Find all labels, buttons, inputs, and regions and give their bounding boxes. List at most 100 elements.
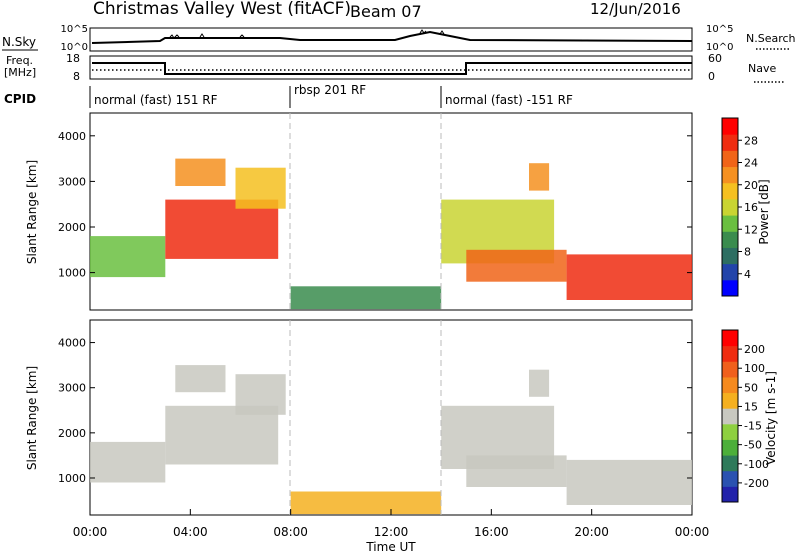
xtick-label-4: 16:00 bbox=[474, 525, 509, 539]
x-axis-label: Time UT bbox=[365, 540, 416, 554]
freq-panel bbox=[89, 55, 693, 80]
power-ytick-label-3: 4000 bbox=[58, 130, 86, 143]
x-ticks: 00:00 04:00 08:00 12:00 16:00 20:00 00:00 bbox=[73, 509, 709, 539]
power-region-4 bbox=[290, 286, 442, 310]
power-colorbar-swatch-2 bbox=[722, 247, 738, 265]
nsearch-label: N.Search bbox=[746, 32, 796, 45]
power-colorbar-label: Power [dB] bbox=[757, 179, 771, 244]
velocity-colorbar-swatch-2 bbox=[722, 455, 738, 472]
freq-tick-bottom: 8 bbox=[73, 70, 80, 83]
velocity-region-3 bbox=[235, 374, 286, 415]
velocity-region-6 bbox=[466, 455, 567, 487]
power-colorbar-label-1: 24 bbox=[744, 157, 758, 170]
power-panel-frame bbox=[89, 112, 693, 311]
power-region-8 bbox=[529, 163, 550, 191]
nsky-tick-top-left: 10^5 bbox=[61, 24, 88, 35]
figure-title: Christmas Valley West (fitACF) bbox=[93, 0, 351, 19]
power-region-3 bbox=[235, 167, 286, 209]
velocity-colorbar-swatch-6 bbox=[722, 392, 738, 409]
power-colorbar-swatch-7 bbox=[722, 166, 738, 184]
nsearch-tick-top-right: 10^5 bbox=[706, 24, 733, 35]
cpid-label: CPID bbox=[4, 92, 36, 106]
nsky-trace bbox=[91, 30, 693, 44]
cpid-mode-0: normal (fast) 151 RF bbox=[94, 93, 218, 107]
nsky-panel bbox=[89, 27, 693, 52]
nsky-noise bbox=[169, 29, 445, 39]
power-colorbar-label-2: 20 bbox=[744, 179, 758, 192]
velocity-colorbar-swatch-8 bbox=[722, 361, 738, 378]
xtick-label-3: 12:00 bbox=[374, 525, 409, 539]
power-colorbar-swatch-8 bbox=[722, 150, 738, 168]
nsky-tick-bottom-left: 10^0 bbox=[61, 42, 88, 53]
power-colorbar: 28 24 20 16 12 8 4 bbox=[721, 117, 758, 297]
power-region-6 bbox=[466, 249, 567, 282]
power-region-1 bbox=[165, 199, 279, 259]
velocity-region-4 bbox=[290, 491, 442, 515]
power-ytick-label-0: 1000 bbox=[58, 267, 86, 280]
freq-trace bbox=[92, 62, 692, 75]
power-colorbar-label-4: 12 bbox=[744, 223, 758, 236]
velocity-colorbar-label-0: 200 bbox=[744, 343, 765, 356]
velocity-colorbar-label-1: 100 bbox=[744, 362, 765, 375]
nsky-label: N.Sky bbox=[2, 35, 36, 49]
velocity-ytick-label-0: 1000 bbox=[58, 472, 86, 485]
velocity-colorbar-swatch-7 bbox=[722, 376, 738, 394]
power-region-2 bbox=[175, 158, 226, 186]
velocity-colorbar: 200 100 50 15 -15 -50 -100 -200 bbox=[721, 329, 769, 503]
power-colorbar-label-6: 4 bbox=[744, 268, 751, 281]
power-colorbar-label-5: 8 bbox=[744, 246, 751, 259]
power-colorbar-swatch-5 bbox=[722, 198, 738, 216]
velocity-colorbar-label-5: -50 bbox=[744, 439, 762, 452]
velocity-colorbar-swatch-3 bbox=[722, 439, 738, 456]
velocity-region-2 bbox=[175, 365, 226, 393]
velocity-region-7 bbox=[566, 459, 692, 505]
velocity-colorbar-label-6: -100 bbox=[744, 458, 769, 471]
power-y-axis-label: Slant Range [km] bbox=[25, 160, 39, 264]
beam-label: Beam 07 bbox=[350, 2, 422, 21]
velocity-colorbar-label: Velocity [m s-1] bbox=[764, 371, 778, 465]
nsearch-tick-bottom-right: 10^0 bbox=[706, 42, 733, 53]
date-label: 12/Jun/2016 bbox=[590, 0, 681, 18]
power-colorbar-swatch-9 bbox=[722, 134, 738, 151]
velocity-ytick-label-1: 2000 bbox=[58, 427, 86, 440]
xtick-label-2: 08:00 bbox=[273, 525, 308, 539]
xtick-label-0: 00:00 bbox=[73, 525, 108, 539]
power-colorbar-label-0: 28 bbox=[744, 134, 758, 147]
velocity-colorbar-swatch-1 bbox=[722, 470, 738, 487]
velocity-region-0 bbox=[90, 441, 166, 483]
velocity-ytick-label-3: 4000 bbox=[58, 337, 86, 350]
velocity-colorbar-swatch-0 bbox=[722, 486, 738, 503]
cpid-mode-1: rbsp 201 RF bbox=[294, 83, 366, 97]
power-colorbar-swatch-3 bbox=[722, 231, 738, 248]
velocity-colorbar-swatch-5 bbox=[722, 408, 738, 425]
velocity-ytick-label-2: 3000 bbox=[58, 382, 86, 395]
velocity-colorbar-label-3: 15 bbox=[744, 400, 758, 413]
velocity-panel: 1000 2000 3000 4000 00:00 04:00 08:00 12:00 16:… bbox=[25, 319, 709, 554]
power-ytick-label-1: 2000 bbox=[58, 221, 86, 234]
xtick-label-1: 04:00 bbox=[173, 525, 208, 539]
velocity-colorbar-swatch-10 bbox=[722, 330, 738, 347]
velocity-region-1 bbox=[165, 405, 279, 465]
power-colorbar-swatch-1 bbox=[722, 263, 738, 281]
velocity-y-axis-label: Slant Range [km] bbox=[25, 366, 39, 470]
power-regions bbox=[90, 158, 692, 310]
velocity-colorbar-label-2: 50 bbox=[744, 381, 758, 394]
velocity-regions bbox=[90, 365, 692, 515]
freq-label-line2: [MHz] bbox=[4, 66, 36, 79]
power-colorbar-swatch-0 bbox=[722, 279, 738, 297]
velocity-colorbar-swatch-4 bbox=[722, 423, 738, 440]
power-region-7 bbox=[566, 254, 692, 300]
power-y-ticks: 1000 2000 3000 4000 bbox=[58, 130, 692, 280]
xtick-label-5: 20:00 bbox=[574, 525, 609, 539]
nave-tick-bottom: 0 bbox=[708, 70, 715, 83]
power-colorbar-swatch-6 bbox=[722, 182, 738, 200]
velocity-region-8 bbox=[529, 369, 550, 397]
velocity-colorbar-swatch-9 bbox=[722, 345, 738, 362]
power-ytick-label-2: 3000 bbox=[58, 175, 86, 188]
velocity-colorbar-frame bbox=[721, 329, 739, 503]
power-colorbar-swatch-4 bbox=[722, 215, 738, 232]
power-panel: 1000 2000 3000 4000 Slant Range [km] bbox=[25, 112, 693, 311]
freq-label-line1: Freq. bbox=[6, 54, 33, 67]
cpid-mode-2: normal (fast) -151 RF bbox=[445, 93, 573, 107]
